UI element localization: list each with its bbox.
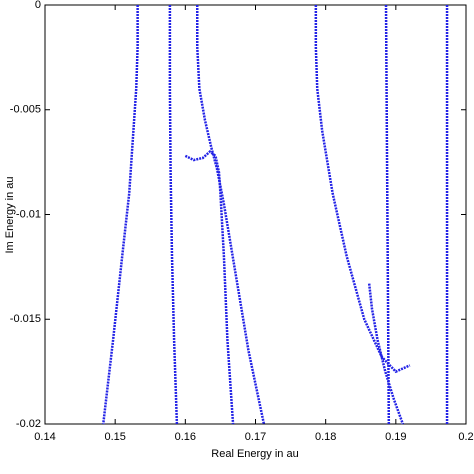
y-axis-label: Im Energy in au — [4, 176, 16, 253]
plot-frame — [44, 4, 467, 425]
y-tick-label: -0.01 — [16, 208, 41, 220]
trajectory-line — [384, 4, 391, 425]
x-tick-label: 0.19 — [385, 431, 406, 443]
trajectory-line — [196, 5, 266, 425]
x-tick-label: 0.2 — [458, 431, 473, 443]
y-tick-label: -0.005 — [10, 104, 41, 116]
x-tick-label: 0.14 — [34, 431, 55, 443]
trajectory-line — [367, 283, 405, 425]
trajectory-line — [184, 150, 235, 425]
x-tick-label: 0.16 — [175, 431, 196, 443]
x-tick-label: 0.18 — [315, 431, 336, 443]
x-axis-label: Real Energy in au — [211, 448, 298, 460]
y-tick-label: 0 — [35, 0, 41, 11]
x-tick-label: 0.17 — [245, 431, 266, 443]
trajectory-line — [314, 5, 411, 374]
y-tick-label: -0.02 — [16, 418, 41, 430]
y-tick-label: -0.015 — [10, 313, 41, 325]
trajectory-line — [168, 5, 179, 425]
trajectory-line — [101, 5, 139, 425]
x-tick-label: 0.15 — [104, 431, 125, 443]
